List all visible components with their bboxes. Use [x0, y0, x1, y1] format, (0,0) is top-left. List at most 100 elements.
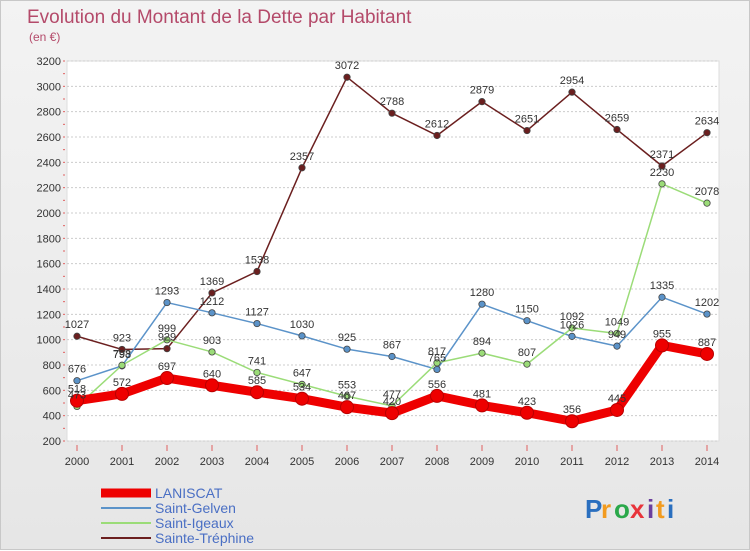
y-tick-label: 1000	[37, 335, 61, 347]
data-label: 949	[608, 329, 626, 341]
data-label: 467	[338, 390, 356, 402]
data-point	[613, 329, 621, 338]
y-tick-label: 1200	[37, 309, 61, 321]
data-point	[73, 332, 81, 340]
data-label: 2612	[425, 118, 449, 130]
logo-letter: x	[630, 494, 645, 524]
data-label: 676	[68, 364, 86, 376]
data-label: 1280	[470, 287, 494, 299]
data-point	[568, 324, 576, 332]
x-tick-label: 2013	[650, 456, 674, 468]
x-tick-label: 2014	[695, 456, 719, 468]
legend-label: Sainte-Tréphine	[155, 530, 254, 546]
logo-letter: r	[601, 494, 611, 524]
data-label: 423	[518, 396, 536, 408]
x-tick-label: 2011	[560, 456, 584, 468]
y-tick-label: 3200	[37, 56, 61, 68]
data-point	[703, 129, 711, 137]
y-tick-label: 2200	[37, 183, 61, 195]
data-point	[250, 385, 264, 400]
data-label: 923	[113, 332, 131, 344]
data-label: 2879	[470, 85, 494, 97]
data-point	[655, 338, 669, 353]
data-point	[163, 336, 171, 344]
data-point	[340, 400, 354, 415]
data-point	[523, 360, 531, 368]
chart-title: Evolution du Montant de la Dette par Hab…	[27, 7, 412, 28]
data-point	[433, 131, 441, 140]
y-tick-label: 1800	[37, 233, 61, 245]
data-label: 1369	[200, 276, 224, 288]
legend-label: LANISCAT	[155, 485, 223, 501]
data-point	[523, 317, 531, 325]
x-tick-label: 2008	[425, 456, 449, 468]
x-tick-label: 2003	[200, 456, 224, 468]
data-label: 817	[428, 346, 446, 358]
data-point	[163, 345, 171, 353]
data-label: 2357	[290, 151, 314, 163]
data-point	[658, 293, 666, 301]
data-point	[658, 180, 666, 188]
y-tick-label: 2600	[37, 132, 61, 144]
x-tick-label: 2012	[605, 456, 629, 468]
data-point	[568, 332, 576, 340]
data-point	[613, 125, 621, 134]
data-label: 473	[68, 389, 86, 401]
data-label: 1202	[695, 297, 719, 309]
legend-label: Saint-Igeaux	[155, 515, 234, 531]
data-label: 647	[293, 367, 311, 379]
data-point	[163, 298, 171, 307]
x-tick-label: 2006	[335, 456, 359, 468]
y-tick-label: 800	[43, 360, 61, 372]
data-label: 481	[473, 388, 491, 400]
data-point	[343, 392, 351, 400]
x-tick-label: 2002	[155, 456, 179, 468]
data-label: 925	[338, 332, 356, 344]
data-point	[118, 345, 126, 354]
data-point	[115, 386, 129, 401]
axes: 200 400 600 800 1000 1200 1400 1600 1800 2000 2200…	[37, 56, 720, 468]
data-point	[703, 310, 711, 318]
data-point	[433, 365, 441, 374]
data-label: 1092	[560, 311, 584, 323]
data-point	[73, 377, 81, 385]
data-label: 1538	[245, 255, 269, 267]
data-point	[610, 402, 624, 417]
data-label: 1026	[560, 319, 584, 331]
data-label: 894	[473, 336, 491, 348]
y-tick-label: 400	[43, 411, 61, 423]
legend-label: Saint-Gelven	[155, 500, 236, 516]
y-tick-label: 2800	[37, 107, 61, 119]
logo-letter: t	[656, 494, 665, 524]
logo-letter: o	[614, 494, 630, 524]
data-point	[613, 342, 621, 350]
data-point	[658, 162, 666, 170]
data-label: 2371	[650, 149, 674, 161]
data-label: 1335	[650, 280, 674, 292]
data-point	[568, 88, 576, 96]
data-point	[253, 267, 261, 276]
y-tick-label: 1600	[37, 259, 61, 271]
data-point	[430, 388, 444, 403]
data-label: 2954	[560, 75, 584, 87]
data-label: 887	[698, 337, 716, 349]
x-tick-label: 2001	[110, 456, 134, 468]
data-labels: 1027 923 929 1369 1538 2357 3072 2788 2612 2879 26…	[65, 60, 719, 416]
data-label: 999	[158, 323, 176, 335]
data-point	[298, 164, 306, 172]
data-label: 445	[608, 393, 626, 405]
data-label: 2078	[695, 186, 719, 198]
data-label: 2659	[605, 113, 629, 125]
data-label: 553	[338, 379, 356, 391]
data-point	[565, 414, 579, 429]
data-point	[388, 352, 396, 361]
data-point	[205, 378, 219, 393]
y-tick-label: 200	[43, 436, 61, 448]
data-point	[253, 368, 261, 377]
data-label: 2788	[380, 96, 404, 108]
data-label: 1150	[515, 304, 539, 316]
data-label: 697	[158, 361, 176, 373]
data-point	[208, 289, 216, 297]
x-tick-label: 2009	[470, 456, 494, 468]
data-point	[118, 361, 126, 369]
